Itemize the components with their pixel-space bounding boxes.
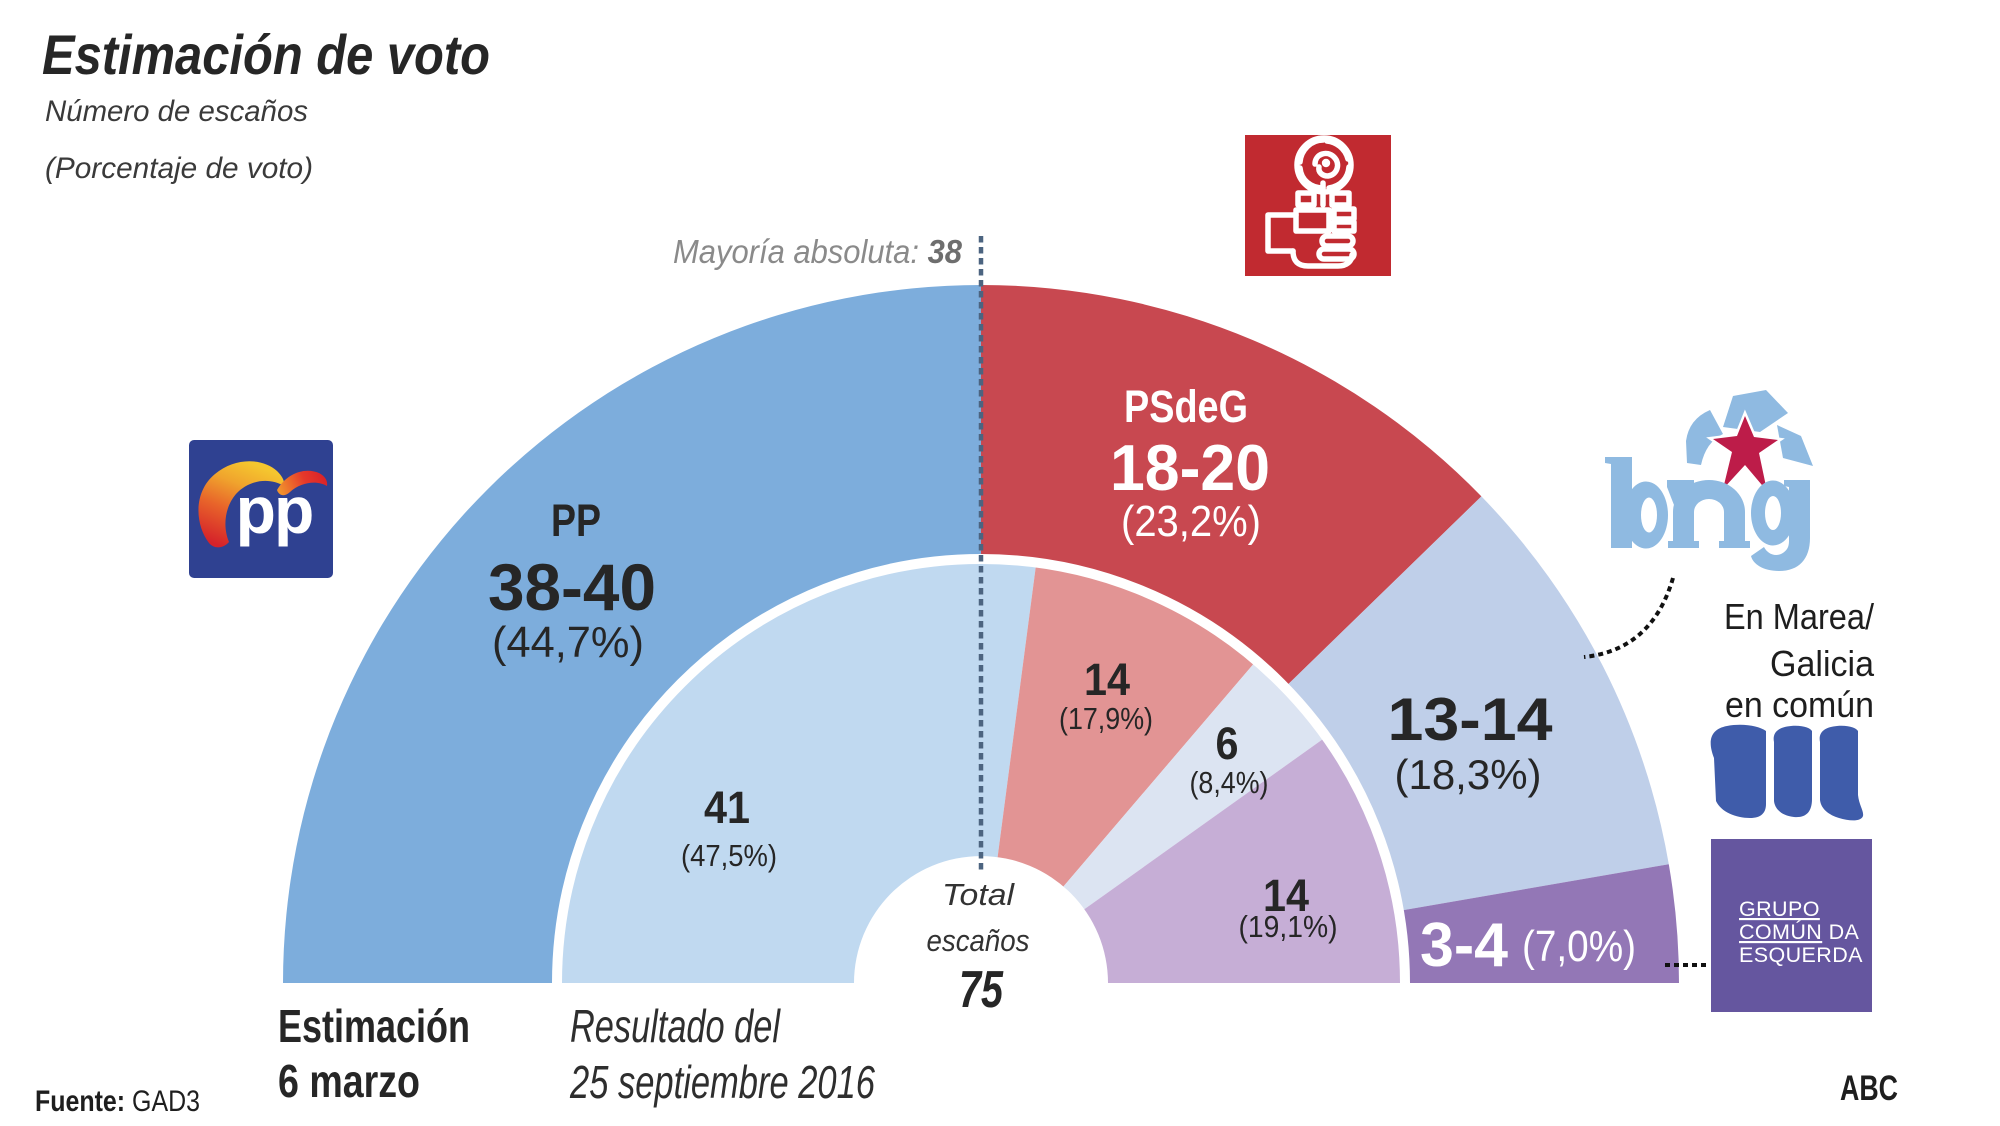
svg-text:Resultado del: Resultado del bbox=[570, 1000, 781, 1052]
svg-text:Estimación de voto: Estimación de voto bbox=[42, 23, 490, 86]
svg-text:18-20: 18-20 bbox=[1110, 431, 1270, 504]
svg-text:ABC: ABC bbox=[1840, 1069, 1898, 1108]
svg-text:(Porcentaje de voto): (Porcentaje de voto) bbox=[45, 152, 313, 185]
svg-text:Número de escaños: Número de escaños bbox=[45, 95, 308, 128]
svg-text:6: 6 bbox=[1216, 718, 1239, 769]
svg-text:(18,3%): (18,3%) bbox=[1395, 751, 1542, 798]
svg-text:Total: Total bbox=[942, 877, 1015, 912]
svg-text:6 marzo: 6 marzo bbox=[278, 1055, 420, 1107]
svg-text:Galicia: Galicia bbox=[1770, 643, 1875, 684]
svg-text:(8,4%): (8,4%) bbox=[1190, 765, 1269, 800]
svg-text:(47,5%): (47,5%) bbox=[681, 838, 777, 873]
svg-text:3-4: 3-4 bbox=[1420, 911, 1509, 980]
svg-text:(7,0%): (7,0%) bbox=[1522, 922, 1636, 971]
svg-text:25 septiembre 2016: 25 septiembre 2016 bbox=[569, 1056, 875, 1108]
svg-text:GRUPO: GRUPO bbox=[1739, 897, 1820, 921]
svg-text:PP: PP bbox=[551, 495, 601, 546]
svg-text:Estimación: Estimación bbox=[278, 1000, 470, 1052]
svg-text:(23,2%): (23,2%) bbox=[1121, 497, 1261, 546]
svg-text:Fuente: GAD3: Fuente: GAD3 bbox=[35, 1085, 200, 1118]
svg-text:(17,9%): (17,9%) bbox=[1059, 701, 1153, 736]
svg-text:ESQUERDA: ESQUERDA bbox=[1739, 943, 1863, 967]
svg-text:Mayoría absoluta: 38: Mayoría absoluta: 38 bbox=[673, 233, 963, 270]
svg-text:38-40: 38-40 bbox=[488, 550, 656, 624]
svg-text:COMÚN DA: COMÚN DA bbox=[1739, 919, 1860, 944]
svg-text:14: 14 bbox=[1084, 654, 1130, 705]
svg-text:(44,7%): (44,7%) bbox=[492, 618, 644, 667]
svg-text:PSdeG: PSdeG bbox=[1124, 381, 1248, 432]
svg-text:En Marea/: En Marea/ bbox=[1724, 596, 1874, 637]
svg-text:pp: pp bbox=[236, 473, 313, 547]
svg-text:13-14: 13-14 bbox=[1388, 686, 1554, 753]
svg-text:14: 14 bbox=[1263, 870, 1309, 921]
svg-text:en común: en común bbox=[1725, 684, 1874, 725]
svg-text:(19,1%): (19,1%) bbox=[1239, 909, 1338, 944]
svg-text:41: 41 bbox=[704, 782, 750, 833]
svg-text:75: 75 bbox=[959, 961, 1004, 1019]
svg-text:escaños: escaños bbox=[927, 923, 1030, 958]
